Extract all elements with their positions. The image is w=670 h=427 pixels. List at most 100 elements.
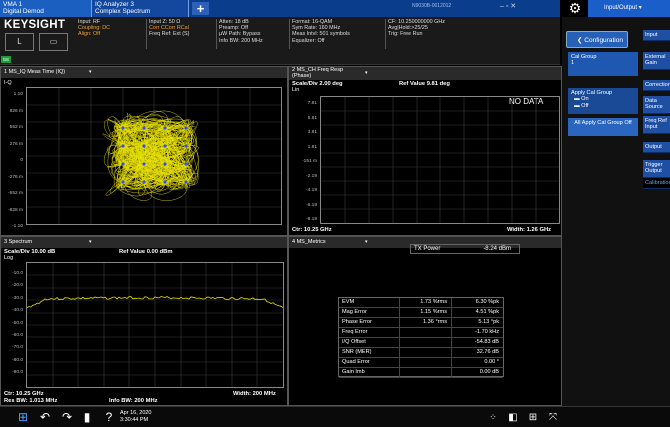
settings-bar xyxy=(0,17,560,65)
chevron-down-icon[interactable]: ▾ xyxy=(89,239,92,245)
freq-resp-plot[interactable] xyxy=(320,96,560,224)
cal-group-label: Cal Group xyxy=(571,54,597,60)
touch-icon[interactable]: ◧ xyxy=(508,412,518,423)
iq-panel-header: 1 MS_IQ Meas Time (IQ) ▾ xyxy=(1,67,287,78)
chevron-down-icon[interactable]: ▾ xyxy=(89,69,92,75)
y-axis-label: -552 m xyxy=(8,191,23,196)
tab-vma-line1: VMA 1 xyxy=(3,1,23,8)
add-screen-button[interactable]: + xyxy=(192,2,209,15)
y-axis-label: 7.81 xyxy=(307,101,317,106)
y-axis-label: -8.19 xyxy=(306,217,317,222)
info-bw: Info BW: 200 MHz xyxy=(219,37,263,44)
coupling: Coupling: DC xyxy=(78,25,111,32)
keypad-icon[interactable]: ⁘ xyxy=(489,412,497,422)
metric-row: SNR (MER) 32.76 dB xyxy=(339,348,503,358)
undo-icon[interactable]: ↶ xyxy=(39,410,51,424)
tx-power-label: TX Power xyxy=(414,246,441,252)
menu-item-calibration[interactable]: Calibration xyxy=(643,178,670,190)
info-atten-col[interactable]: Atten: 18 dB Preamp: Off µW Path: Bypass… xyxy=(219,19,287,44)
spectrum-scale-type: Log xyxy=(4,255,14,261)
menu-item-freq-ref-input[interactable]: Freq Ref Input xyxy=(643,116,670,134)
metric-value-pk: 6.30 %pk xyxy=(475,299,499,305)
input-output-header[interactable]: Input/Output ▾ xyxy=(588,0,670,17)
tab-iq-analyzer[interactable]: IQ Analyzer 3 Complex Spectrum xyxy=(92,0,189,17)
input-output-title: Input/Output xyxy=(604,5,638,11)
window-controls[interactable]: – ▫ ✕ xyxy=(500,3,517,10)
spectrum-info-bw: Info BW: 200 MHz xyxy=(109,398,158,404)
gear-icon[interactable]: ⚙ xyxy=(562,0,588,17)
apply-cal-group-toggle[interactable]: Apply Cal Group ▬ On ▬ Off xyxy=(568,88,638,114)
menu-item-output[interactable]: Output xyxy=(643,142,670,154)
chevron-down-icon: ▾ xyxy=(638,5,642,11)
spectrum-trace xyxy=(26,263,284,387)
metric-value-pk: 0.00 ° xyxy=(484,359,499,365)
menu-item-input[interactable]: Input xyxy=(643,30,670,42)
avg-hold: Avg|Hold:>25/25 xyxy=(388,25,428,32)
freq-resp-title: 2 MS_CH Freq Resp xyxy=(292,67,344,73)
multi-window-icon[interactable]: ⊞ xyxy=(528,412,538,423)
no-data-label: NO DATA xyxy=(509,97,544,106)
configuration-button[interactable]: ❮ Configuration xyxy=(566,31,628,48)
metric-value-pk: 4.51 %pk xyxy=(475,309,499,315)
radio-on-label: On xyxy=(581,96,589,103)
constellation-point xyxy=(163,162,167,166)
iq-plot-area[interactable] xyxy=(26,87,282,225)
maximize-icon[interactable]: ⤧ xyxy=(549,412,557,423)
date-text: Apr 16, 2020 xyxy=(120,410,152,416)
all-apply-cal-group-off-button[interactable]: All Apply Cal Group Off xyxy=(568,118,638,136)
taskbar: ⊞ ↶ ↷ ▮ ? Apr 16, 2020 3:30:44 PM ⁘ ◧ ⊞ … xyxy=(0,406,670,427)
radio-off[interactable]: ▬ Off xyxy=(574,102,589,109)
constellation-point xyxy=(121,126,125,130)
metrics-panel[interactable]: 4 MS_Metrics ▾ xyxy=(288,236,562,406)
radio-off-label: Off xyxy=(581,102,589,109)
cal-group-field[interactable]: Cal Group 1 xyxy=(568,52,638,76)
info-input-col[interactable]: Input: RF Coupling: DC Align: Off xyxy=(78,19,146,38)
corr: Corr CCorr RCal xyxy=(149,25,189,32)
freq-resp-ref: Ref Value 9.81 deg xyxy=(399,81,450,87)
chevron-down-icon[interactable]: ▾ xyxy=(365,239,368,245)
menu-item-trigger-output[interactable]: Trigger Output xyxy=(643,160,670,178)
metric-name: Gain Imb xyxy=(342,369,365,375)
constellation-point xyxy=(163,144,167,148)
redo-icon[interactable]: ↷ xyxy=(61,410,73,424)
info-format-col[interactable]: Format: 16-QAM Sym Rate: 160 MHz Meas In… xyxy=(292,19,380,44)
constellation-point xyxy=(163,126,167,130)
input-rf: Input: RF xyxy=(78,19,101,25)
folder-icon[interactable]: ▮ xyxy=(83,410,91,424)
metric-row: Freq Error -1.70 kHz xyxy=(339,328,503,338)
help-icon[interactable]: ? xyxy=(105,410,113,424)
iq-meas-panel[interactable]: 1 MS_IQ Meas Time (IQ) ▾ I-Q xyxy=(0,66,288,236)
info-cf-col[interactable]: CF: 10.250000000 GHz Avg|Hold:>25/25 Tri… xyxy=(388,19,488,38)
chevron-down-icon[interactable]: ▾ xyxy=(365,70,368,76)
y-axis-label: 276 m xyxy=(9,141,23,147)
constellation-point xyxy=(184,180,188,184)
metric-row: EVM 1.73 %rms 6.30 %pk xyxy=(339,298,503,308)
keysight-logo: KEYSIGHT xyxy=(4,19,66,31)
windows-start-icon[interactable]: ⊞ xyxy=(17,410,29,424)
freq-resp-panel[interactable]: 2 MS_CH Freq Resp (Phase) ▾ Scale/Div 2.00… xyxy=(288,66,562,236)
spectrum-title: 3 Spectrum xyxy=(4,239,33,245)
freq-ref: Freq Ref: Ext (S) xyxy=(149,31,190,38)
menu-item-external-gain[interactable]: External Gain xyxy=(643,52,670,70)
local-button[interactable]: L xyxy=(5,33,34,51)
tx-power-value: -8.24 dBm xyxy=(483,246,511,252)
y-axis-label: -6.19 xyxy=(306,202,317,208)
radio-on[interactable]: ▬ On xyxy=(574,96,589,103)
menu-item-data-source[interactable]: Data Source xyxy=(643,96,670,114)
constellation-point xyxy=(184,144,188,148)
metric-name: Phase Error xyxy=(342,319,372,325)
tab-vma[interactable]: VMA 1 Digital Demod xyxy=(0,0,92,17)
menu-item-corrections[interactable]: Corrections xyxy=(643,80,670,92)
apply-cal-group-label: Apply Cal Group xyxy=(571,90,613,96)
y-axis-label: -30.0 xyxy=(12,295,23,301)
freq-resp-header: 2 MS_CH Freq Resp (Phase) ▾ xyxy=(289,67,561,80)
metric-name: I/Q Offset xyxy=(342,339,366,345)
info-input-z-col[interactable]: Input Z: 50 Ω Corr CCorr RCal Freq Ref: … xyxy=(149,19,217,38)
screen-icon[interactable]: ▭ xyxy=(39,33,68,51)
spectrum-width: Width: 200 MHz xyxy=(233,391,276,397)
constellation-point xyxy=(184,126,188,130)
clock: Apr 16, 2020 3:30:44 PM xyxy=(120,410,180,425)
constellation-point xyxy=(163,180,167,184)
spectrum-plot[interactable] xyxy=(26,262,284,388)
spectrum-panel[interactable]: 3 Spectrum ▾ Scale/Div 10.00 dB Ref Value… xyxy=(0,236,288,406)
